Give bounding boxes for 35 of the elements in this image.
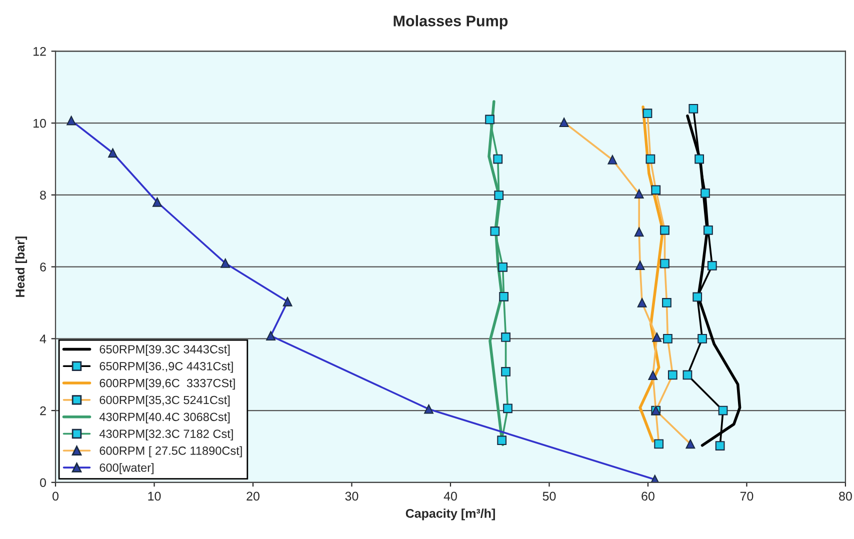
chart-title: Molasses Pump [394,15,508,30]
point [220,258,230,268]
x-tick-label: 80 [839,492,852,501]
legend-label: 650RPM[36.,9C 4431Cst] [100,362,233,373]
legend-label: 600RPM[39,6C 3337CSt] [100,378,235,390]
x-tick-label: 10 [148,492,161,501]
x-axis-title: Capacity [m³/h] [406,508,495,520]
y-tick-label: 12 [34,47,46,56]
legend-label: 600RPM [ 27.5C 11890Cst] [100,446,242,458]
y-tick-label: 4 [40,334,46,344]
point [282,296,292,306]
y-tick-label: 0 [40,478,46,488]
legend-label: 650RPM[39.3C 3443Cst] [100,344,230,356]
y-tick-label: 6 [40,262,46,272]
y-axis-title: Head [bar] [15,236,28,297]
x-tick-label: 60 [642,492,654,501]
x-tick-label: 40 [444,492,457,501]
x-tick-label: 50 [542,492,556,501]
legend-label: 600RPM[35,3C 5241Cst] [100,396,230,407]
x-tick-label: 30 [345,492,358,501]
x-tick-label: 20 [246,492,260,501]
y-tick-label: 2 [40,406,46,416]
legend-label: 430RPM[32.3C 7182 Cst] [99,429,233,440]
legend-label: 600[water] [100,463,154,474]
y-tick-label: 10 [34,118,46,128]
point [424,404,434,414]
x-tick-label: 70 [740,492,754,501]
point [108,148,118,158]
point [266,331,276,340]
x-tick-label: 0 [52,492,58,501]
legend-label: 430RPM[40.4C 3068Cst] [99,412,230,424]
point [66,116,76,126]
point [152,197,162,207]
y-tick-label: 8 [40,190,46,200]
line-series [686,114,742,447]
